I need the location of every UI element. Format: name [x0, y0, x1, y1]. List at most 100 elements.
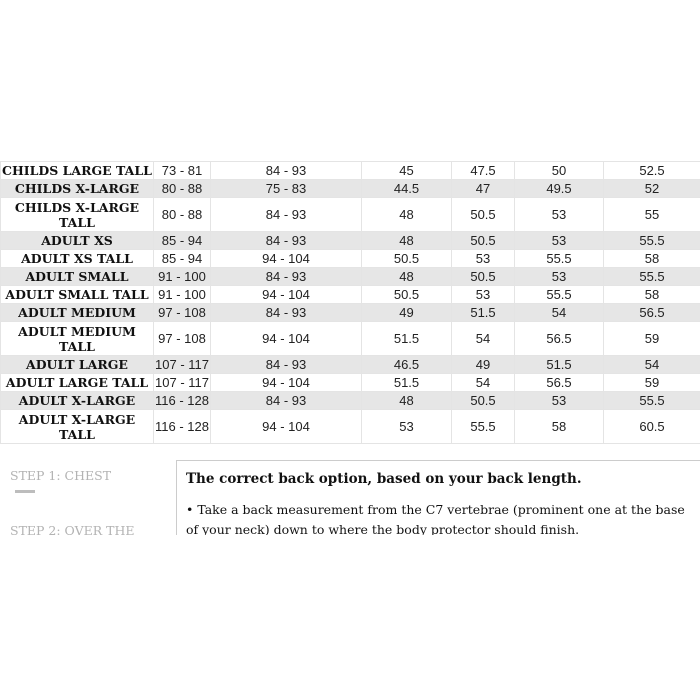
- table-cell: 48: [361, 231, 452, 250]
- table-cell: 51.5: [451, 303, 515, 322]
- table-cell: 50: [514, 161, 604, 180]
- table-cell: 59: [603, 373, 700, 392]
- table-cell: 46.5: [361, 355, 452, 374]
- table-cell: 80 - 88: [153, 197, 211, 232]
- table-cell: 48: [361, 197, 452, 232]
- table-row: ADULT MEDIUM TALL 97 - 108 94 - 104 51.5 54 5…: [0, 321, 700, 356]
- table-cell: 91 - 100: [153, 267, 211, 286]
- table-row: CHILDS LARGE TALL 73 - 81 84 - 93 45 47.5 50 5…: [0, 161, 700, 180]
- table-cell: 58: [603, 285, 700, 304]
- size-name-cell: ADULT SMALL: [0, 267, 154, 286]
- table-cell: 107 - 117: [153, 355, 211, 374]
- table-row: ADULT LARGE 107 - 117 84 - 93 46.5 49 51.5 54: [0, 355, 700, 374]
- table-cell: 116 - 128: [153, 409, 211, 444]
- size-name-cell: ADULT X-LARGE TALL: [0, 409, 154, 444]
- size-name-cell: ADULT LARGE TALL: [0, 373, 154, 392]
- table-cell: 84 - 93: [210, 231, 362, 250]
- step-info-panel: The correct back option, based on your b…: [176, 460, 700, 536]
- table-cell: 73 - 81: [153, 161, 211, 180]
- table-row: ADULT XS 85 - 94 84 - 93 48 50.5 53 55.5: [0, 231, 700, 250]
- table-cell: 55.5: [514, 249, 604, 268]
- table-cell: 85 - 94: [153, 249, 211, 268]
- size-name-cell: CHILDS LARGE TALL: [0, 161, 154, 180]
- table-cell: 49.5: [514, 179, 604, 198]
- table-cell: 55.5: [514, 285, 604, 304]
- active-step-indicator: [15, 490, 35, 493]
- table-cell: 56.5: [514, 321, 604, 356]
- table-row: ADULT MEDIUM 97 - 108 84 - 93 49 51.5 54 56.5: [0, 303, 700, 322]
- table-cell: 51.5: [361, 373, 452, 392]
- table-cell: 53: [514, 231, 604, 250]
- size-name-cell: ADULT XS: [0, 231, 154, 250]
- table-cell: 94 - 104: [210, 249, 362, 268]
- panel-heading: The correct back option, based on your b…: [186, 471, 582, 487]
- size-name-cell: ADULT LARGE: [0, 355, 154, 374]
- size-name-cell: ADULT X-LARGE: [0, 391, 154, 410]
- table-cell: 50.5: [451, 391, 515, 410]
- table-cell: 94 - 104: [210, 409, 362, 444]
- table-cell: 56.5: [603, 303, 700, 322]
- table-cell: 54: [451, 321, 515, 356]
- table-cell: 54: [451, 373, 515, 392]
- table-cell: 84 - 93: [210, 355, 362, 374]
- table-cell: 51.5: [514, 355, 604, 374]
- table-cell: 60.5: [603, 409, 700, 444]
- table-cell: 80 - 88: [153, 179, 211, 198]
- table-row: CHILDS X-LARGE TALL 80 - 88 84 - 93 48 50.5 5…: [0, 197, 700, 232]
- table-cell: 84 - 93: [210, 391, 362, 410]
- size-name-cell: ADULT SMALL TALL: [0, 285, 154, 304]
- size-name-cell: CHILDS X-LARGE TALL: [0, 197, 154, 232]
- table-cell: 58: [514, 409, 604, 444]
- table-cell: 53: [514, 267, 604, 286]
- size-name-cell: ADULT XS TALL: [0, 249, 154, 268]
- table-row: ADULT SMALL TALL 91 - 100 94 - 104 50.5 53 55…: [0, 285, 700, 304]
- step-chest-tab[interactable]: STEP 1: CHEST: [10, 468, 112, 483]
- table-cell: 53: [361, 409, 452, 444]
- table-cell: 94 - 104: [210, 321, 362, 356]
- table-cell: 84 - 93: [210, 197, 362, 232]
- size-name-cell: CHILDS X-LARGE: [0, 179, 154, 198]
- table-cell: 107 - 117: [153, 373, 211, 392]
- table-row: ADULT X-LARGE 116 - 128 84 - 93 48 50.5 53 55.…: [0, 391, 700, 410]
- table-cell: 55.5: [603, 267, 700, 286]
- table-cell: 84 - 93: [210, 161, 362, 180]
- table-cell: 94 - 104: [210, 373, 362, 392]
- table-row: ADULT SMALL 91 - 100 84 - 93 48 50.5 53 55.5: [0, 267, 700, 286]
- table-cell: 91 - 100: [153, 285, 211, 304]
- table-cell: 50.5: [451, 267, 515, 286]
- table-cell: 56.5: [514, 373, 604, 392]
- table-cell: 52: [603, 179, 700, 198]
- table-row: ADULT X-LARGE TALL 116 - 128 94 - 104 53 55.…: [0, 409, 700, 444]
- table-cell: 54: [603, 355, 700, 374]
- table-cell: 50.5: [451, 231, 515, 250]
- table-row: CHILDS X-LARGE 80 - 88 75 - 83 44.5 47 49.5 52: [0, 179, 700, 198]
- table-cell: 97 - 108: [153, 303, 211, 322]
- table-cell: 48: [361, 391, 452, 410]
- size-chart-table: CHILDS LARGE TALL 73 - 81 84 - 93 45 47.5 50 5…: [0, 161, 700, 444]
- table-cell: 53: [451, 285, 515, 304]
- table-cell: 55: [603, 197, 700, 232]
- table-cell: 52.5: [603, 161, 700, 180]
- table-cell: 55.5: [603, 391, 700, 410]
- table-cell: 50.5: [361, 285, 452, 304]
- table-cell: 53: [514, 197, 604, 232]
- table-cell: 58: [603, 249, 700, 268]
- table-cell: 51.5: [361, 321, 452, 356]
- table-cell: 50.5: [451, 197, 515, 232]
- table-cell: 47.5: [451, 161, 515, 180]
- table-cell: 85 - 94: [153, 231, 211, 250]
- table-cell: 50.5: [361, 249, 452, 268]
- table-cell: 94 - 104: [210, 285, 362, 304]
- table-cell: 45: [361, 161, 452, 180]
- table-cell: 59: [603, 321, 700, 356]
- size-name-cell: ADULT MEDIUM: [0, 303, 154, 322]
- table-cell: 47: [451, 179, 515, 198]
- panel-bullet: • Take a back measurement from the C7 ve…: [186, 502, 685, 536]
- table-cell: 116 - 128: [153, 391, 211, 410]
- size-name-cell: ADULT MEDIUM TALL: [0, 321, 154, 356]
- table-cell: 44.5: [361, 179, 452, 198]
- table-row: ADULT XS TALL 85 - 94 94 - 104 50.5 53 55.5 58: [0, 249, 700, 268]
- table-cell: 84 - 93: [210, 303, 362, 322]
- table-cell: 55.5: [451, 409, 515, 444]
- table-cell: 49: [361, 303, 452, 322]
